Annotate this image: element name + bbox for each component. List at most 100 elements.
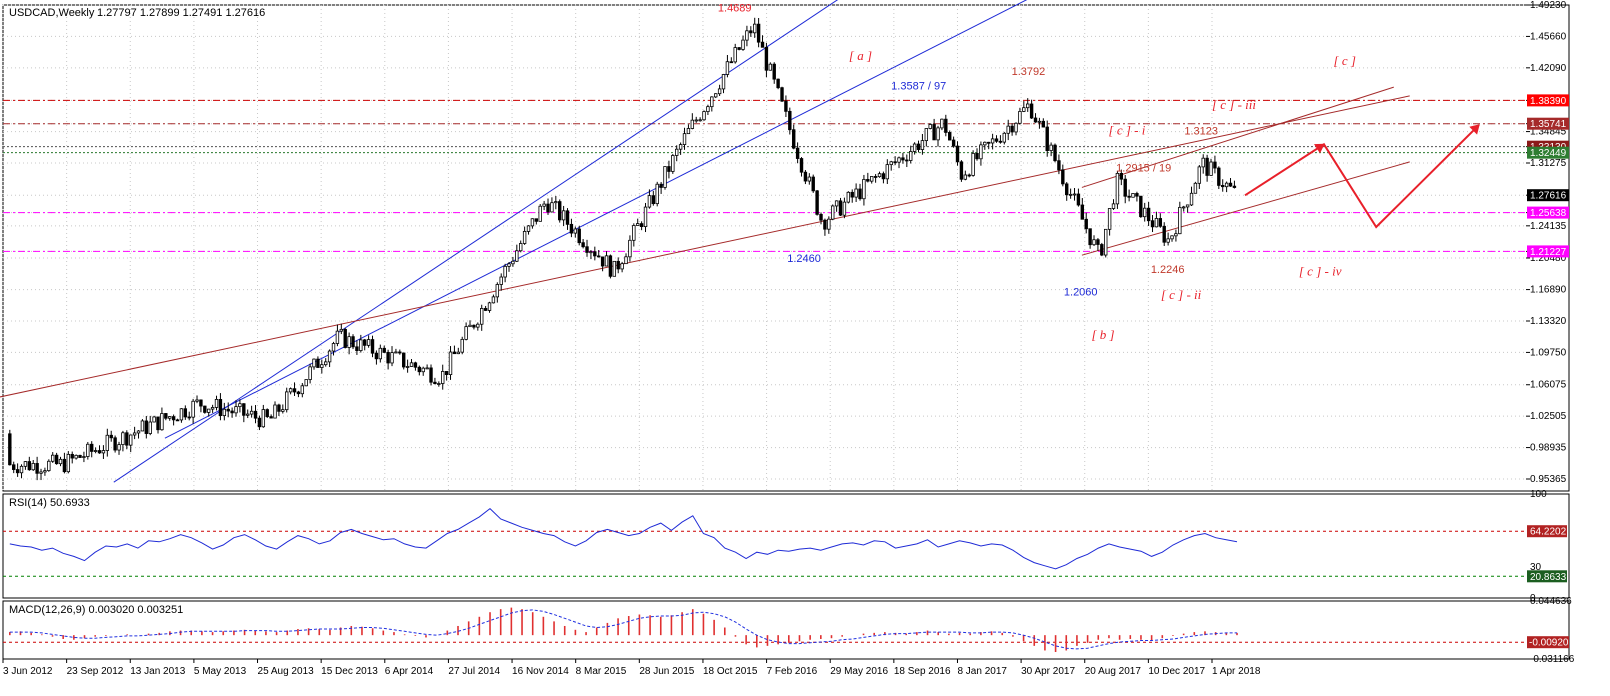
date-tick-label: 7 Feb 2016 [767, 666, 818, 677]
candle-body-up [530, 218, 535, 227]
candle [675, 145, 679, 162]
wave-label: [ c ] - iii [1212, 97, 1256, 112]
candle [265, 408, 269, 419]
candle [803, 169, 808, 185]
candle-body-up [273, 404, 277, 419]
candle [316, 356, 320, 368]
candle-body-down [199, 399, 203, 407]
rsi-tick-label: 100 [1530, 489, 1547, 500]
candle [823, 218, 827, 236]
candle-body-up [936, 127, 940, 141]
candle-body-up [140, 420, 145, 432]
candle [253, 405, 258, 424]
candle-body-down [183, 408, 188, 418]
candle-body-up [725, 61, 730, 75]
candle [682, 127, 687, 150]
price-tag-box [1527, 206, 1569, 219]
candle [468, 320, 472, 328]
candle-body-up [409, 362, 414, 367]
candle-body-up [686, 128, 691, 135]
ohlc-header: 1.27797 1.27899 1.27491 1.27616 [97, 7, 265, 19]
candle [1045, 120, 1049, 157]
candle-body-down [1084, 218, 1088, 230]
candle [721, 73, 726, 94]
candle [589, 250, 593, 260]
price-tag: 1.27616 [1527, 189, 1569, 202]
candle [214, 395, 219, 411]
candle [866, 172, 870, 183]
candle-body-down [756, 23, 761, 43]
candle [815, 190, 819, 216]
candle-body-down [1123, 178, 1127, 197]
price-tick-label: 1.31275 [1530, 158, 1567, 169]
candle-body-up [912, 143, 917, 152]
candle-body-up [191, 400, 195, 418]
candle-body-up [655, 183, 659, 205]
candle-body-down [905, 159, 909, 162]
candle-body-down [351, 336, 355, 348]
candle-body-down [1213, 161, 1217, 169]
candle-body-down [374, 352, 379, 360]
candle-body-up [1104, 228, 1108, 256]
candle-body-down [951, 139, 956, 147]
price-tag-box [1527, 189, 1569, 202]
candle-body-up [168, 416, 172, 419]
candle [772, 62, 776, 84]
candle-body-up [846, 191, 851, 203]
candle-body-up [238, 403, 242, 408]
candle-body-down [1065, 183, 1069, 196]
candle-body-up [421, 367, 425, 373]
candle-body-up [1166, 238, 1170, 243]
candle-body-down [1217, 167, 1221, 186]
candle-body-down [1080, 204, 1085, 220]
candle [405, 359, 410, 373]
price-tag-label: 1.38390 [1530, 96, 1567, 107]
price-tag: 1.32449 [1527, 146, 1569, 159]
candle [987, 141, 991, 150]
candle-body-down [780, 87, 784, 102]
candle-body-up [690, 119, 695, 129]
candle-body-up [304, 379, 308, 387]
price-tag-label: 1.21227 [1530, 247, 1567, 258]
price-tag-label: 1.27616 [1530, 191, 1567, 202]
candle-body-up [324, 361, 328, 366]
candle-body-up [897, 157, 901, 163]
macd-panel-frame [2, 600, 1570, 660]
candle-body-up [624, 256, 628, 265]
candle-body-down [35, 463, 39, 474]
candle [441, 364, 445, 390]
candle-body-down [62, 458, 67, 473]
candle [749, 26, 753, 37]
price-tag-label: 1.25638 [1530, 208, 1567, 219]
candle-body-down [593, 251, 597, 257]
candle [616, 257, 620, 274]
candle [8, 429, 12, 466]
candle-body-up [31, 463, 35, 471]
candle [93, 447, 98, 454]
candle-body-up [745, 30, 749, 41]
candle-body-down [819, 213, 823, 221]
candle [238, 399, 242, 413]
candle-body-up [1002, 132, 1007, 143]
candle-body-down [546, 203, 550, 213]
rsi-levels [3, 530, 1526, 577]
candle [877, 171, 882, 178]
candle-body-down [483, 308, 488, 311]
candle-body-up [1209, 161, 1213, 176]
candle [858, 183, 862, 201]
candle [398, 349, 402, 355]
candle [1127, 189, 1131, 202]
candle-body-down [901, 157, 905, 161]
candle [784, 95, 788, 118]
candle-body-down [203, 405, 207, 413]
candle-body-up [842, 201, 847, 216]
candle [1224, 181, 1229, 193]
candle [593, 246, 597, 261]
candle [203, 405, 207, 414]
candle-body-up [207, 408, 211, 413]
candle [140, 419, 145, 432]
date-tick-label: 18 Sep 2016 [894, 666, 951, 677]
horizontal-levels [3, 99, 1526, 252]
candle-body-up [1189, 192, 1194, 206]
candle [1053, 143, 1057, 163]
